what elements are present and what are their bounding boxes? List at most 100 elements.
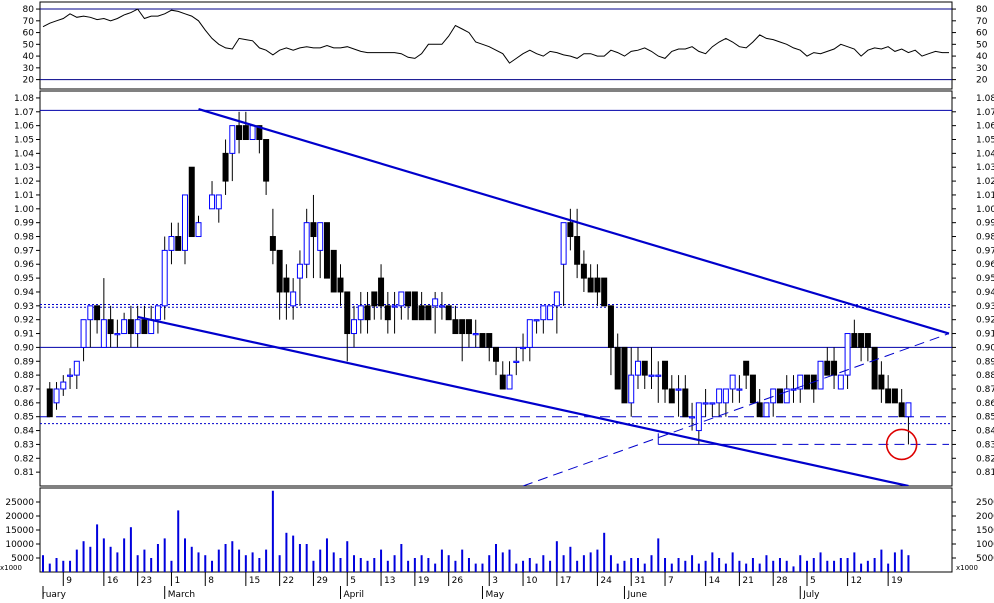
candle-body [154, 305, 161, 321]
x-day-label: 5 [810, 576, 816, 586]
candle [121, 312, 128, 335]
candle [188, 166, 195, 238]
candle-body [797, 374, 804, 390]
candle [418, 291, 425, 321]
candle [445, 305, 452, 321]
y-tick-label-right: 70 [976, 17, 988, 27]
candle [100, 278, 107, 348]
candle [682, 375, 689, 418]
y-tick-label-left: 0.82 [14, 454, 34, 464]
candle [114, 319, 121, 348]
candle [628, 347, 635, 417]
candle [269, 208, 276, 265]
candle-body [770, 388, 777, 404]
candle-body [148, 319, 155, 335]
volume-panel: 5000 5000 10000 10000 15000 15000 20000 20000 25… [0, 487, 994, 573]
candle [824, 347, 831, 376]
y-tick-label-left: 1.02 [14, 177, 34, 187]
x-day-label: 9 [66, 576, 72, 586]
candle-body [317, 222, 324, 251]
x-day-label: 21 [742, 576, 753, 586]
candle-body [425, 305, 432, 321]
candle-body [526, 319, 533, 348]
candle-body [222, 152, 229, 182]
candle-body [114, 333, 121, 336]
candle [215, 194, 222, 223]
candle [601, 277, 608, 307]
candle-body [188, 166, 195, 238]
y-tick-label-right: 0.88 [976, 371, 994, 381]
candle [310, 194, 317, 279]
y-tick-label-left: 1.06 [14, 122, 34, 132]
x-day-label: 15 [249, 576, 260, 586]
y-tick-label-right: 80 [976, 5, 988, 15]
candle [384, 291, 391, 334]
candle-body [357, 305, 364, 321]
candle-body [459, 319, 466, 335]
y-tick-label-left: 0.92 [14, 316, 34, 326]
candle-body [655, 374, 662, 377]
candle [256, 125, 263, 154]
candle-body [831, 360, 838, 376]
candle-body [783, 388, 790, 404]
candle-body [87, 305, 94, 321]
candle-body [479, 333, 486, 348]
candle-body [60, 381, 67, 390]
candle [229, 125, 236, 182]
candle [67, 368, 74, 389]
candle-body [168, 236, 175, 251]
y-tick-label-right: 0.95 [976, 274, 994, 284]
candle [73, 360, 80, 389]
x-month-label: June [626, 590, 647, 599]
price-plot [40, 107, 952, 486]
candle-body [127, 319, 134, 335]
y-tick-label-right: 1.00 [976, 205, 994, 215]
candle-body [533, 319, 540, 322]
candle-body [276, 249, 283, 293]
candle-body [878, 374, 885, 390]
candle-body [236, 125, 243, 141]
x-month-label: May [485, 590, 504, 599]
candle [465, 319, 472, 348]
candle [107, 305, 114, 348]
candle-body [303, 222, 310, 265]
y-tick-label-left: 40 [23, 52, 35, 62]
volume-unit-label: x1000 [0, 564, 22, 572]
candle-body [587, 277, 594, 293]
candle-body [80, 319, 87, 348]
candle-body [418, 305, 425, 321]
candle [533, 319, 540, 334]
candle [526, 319, 533, 362]
y-tick-label-right: 1.04 [976, 149, 994, 159]
candle-body [100, 319, 107, 348]
x-day-label: 17 [560, 576, 571, 586]
candle-body [242, 125, 249, 141]
candle [161, 236, 168, 320]
candle-body [175, 236, 182, 251]
candle-body [776, 388, 783, 404]
y-tick-label-right: 15000 [976, 526, 994, 536]
candle [871, 346, 878, 390]
candle [574, 208, 581, 279]
candle-body [790, 388, 797, 391]
x-month-label: April [343, 590, 364, 599]
y-tick-label-left: 1.04 [14, 149, 34, 159]
candle-body [547, 305, 554, 321]
candle-body [364, 305, 371, 321]
candle [357, 291, 364, 334]
candle [432, 291, 439, 334]
candle [175, 222, 182, 251]
candle [621, 346, 628, 404]
x-month-label: March [168, 590, 195, 599]
y-tick-label-right: 0.91 [976, 330, 994, 340]
y-tick-label-right: 60 [976, 29, 988, 39]
candle-body [824, 360, 831, 376]
candle-body [249, 125, 256, 141]
candle [783, 375, 790, 404]
candle [46, 382, 53, 418]
candle-body [452, 319, 459, 335]
price-panel: 0.81 0.81 0.82 0.82 0.83 0.83 0.84 0.84 0.85 0.85… [14, 90, 994, 487]
y-tick-label-left: 1.08 [14, 94, 34, 104]
candle-body [574, 236, 581, 265]
y-tick-label-left: 5000 [11, 554, 34, 564]
